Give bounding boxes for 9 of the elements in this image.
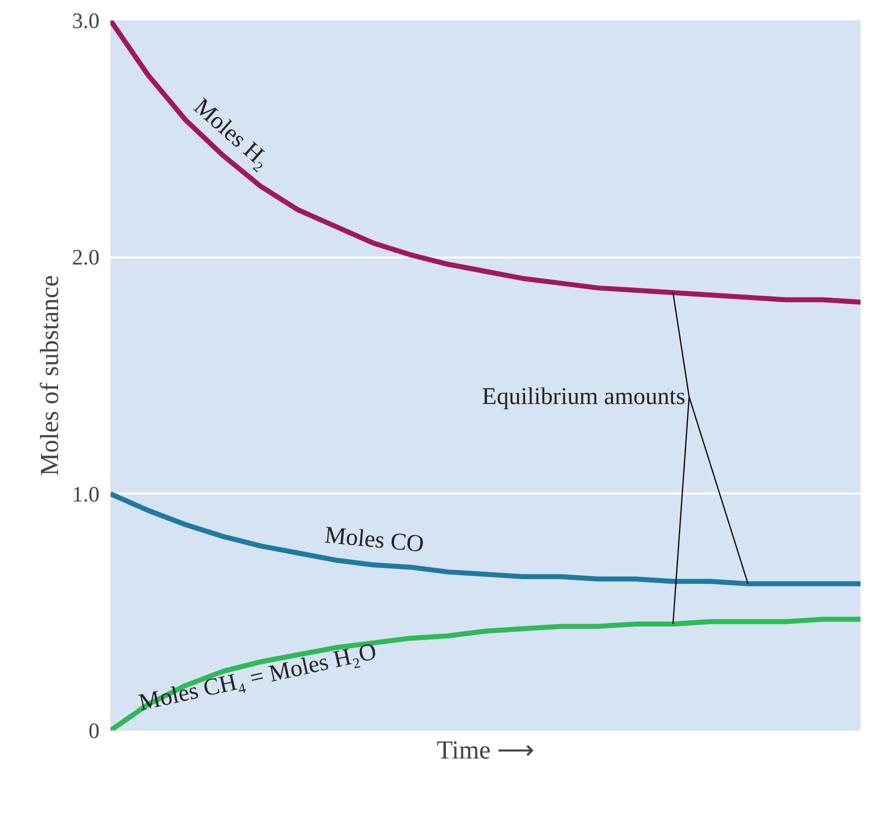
y-tick-label: 3.0 bbox=[72, 8, 100, 33]
text: Moles CH₄ = Moles H₂O bbox=[136, 638, 379, 716]
text: Moles CO bbox=[324, 522, 425, 558]
y-tick-label: 0 bbox=[88, 718, 100, 743]
y-tick-label: 1.0 bbox=[72, 481, 100, 506]
y-tick-label: 2.0 bbox=[72, 244, 100, 270]
x-axis-title: Time ⟶ bbox=[436, 736, 534, 764]
y-axis-title: Moles of substance bbox=[35, 275, 64, 476]
annotation: Equilibrium amounts bbox=[482, 384, 686, 410]
